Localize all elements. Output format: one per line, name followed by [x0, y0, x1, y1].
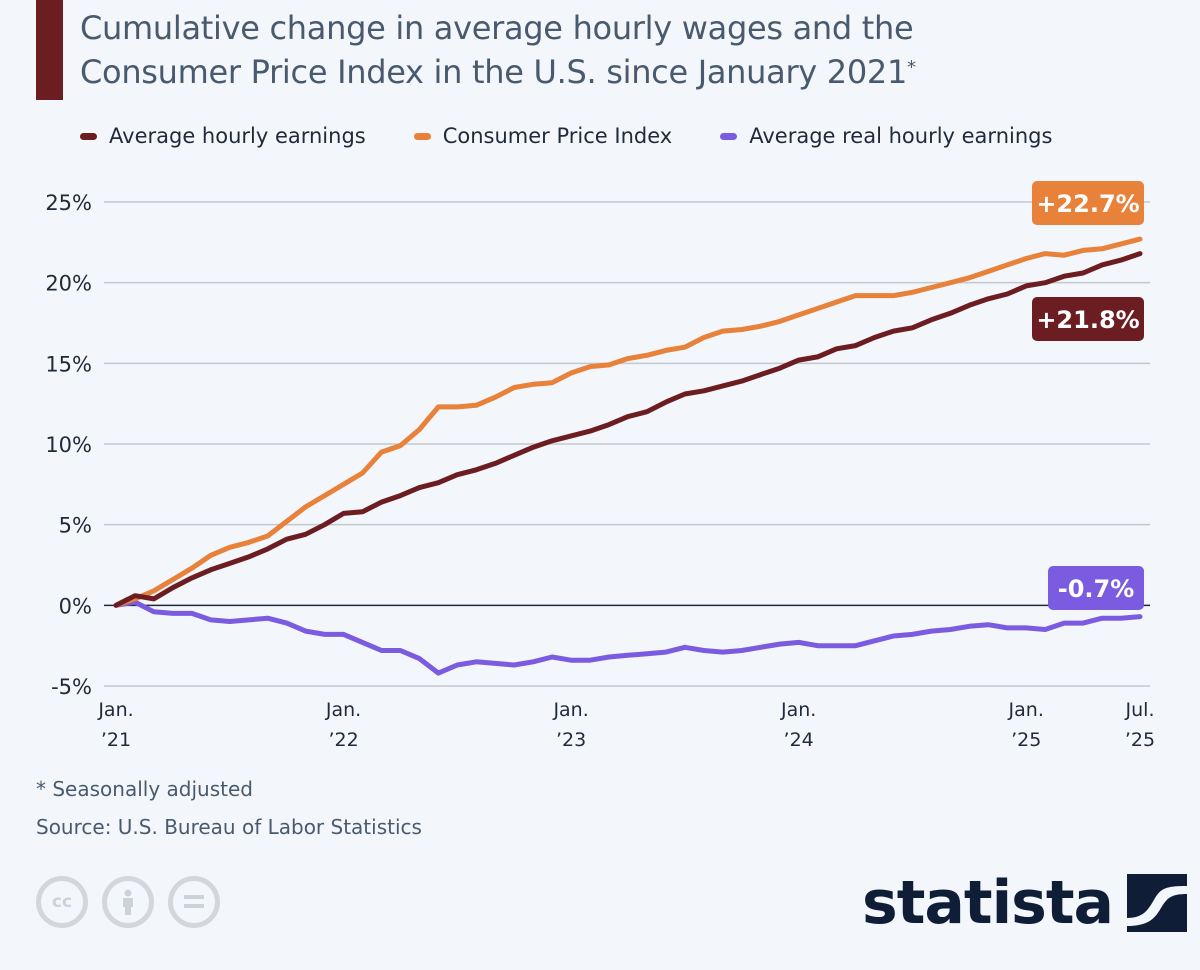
title-line-1: Cumulative change in average hourly wage… [80, 9, 914, 47]
badge-label: +22.7% [1036, 190, 1139, 218]
statista-logo[interactable]: statista [862, 868, 1188, 938]
x-tick-label: ’24 [784, 729, 814, 751]
x-tick-label: Jan. [325, 699, 361, 721]
badge-background [1048, 566, 1144, 610]
x-tick-label: Jan. [780, 699, 816, 721]
equals-icon [184, 895, 204, 908]
license-icons: cc [36, 876, 220, 928]
source-note: Source: U.S. Bureau of Labor Statistics [36, 815, 422, 839]
legend-swatch-average-real-hourly-earnings [720, 132, 738, 140]
cc-icon[interactable]: cc [36, 876, 88, 928]
end-value-badge: +22.7% [1032, 181, 1144, 225]
end-value-badges: +22.7% +21.8% -0.7% [1032, 181, 1144, 610]
x-tick-label: Jan. [97, 699, 133, 721]
gridlines [104, 201, 1150, 687]
person-icon [123, 889, 133, 915]
legend-item-consumer-price-index[interactable]: Consumer Price Index [413, 124, 673, 148]
y-tick-label: 5% [59, 514, 92, 538]
statista-logo-mark-icon [1127, 874, 1188, 932]
legend-label: Average hourly earnings [109, 124, 366, 148]
end-value-badge: -0.7% [1048, 566, 1144, 610]
chart-title: Cumulative change in average hourly wage… [80, 6, 1180, 94]
legend-item-average-real-hourly-earnings[interactable]: Average real hourly earnings [720, 124, 1052, 148]
footnotes: * Seasonally adjusted Source: U.S. Burea… [36, 770, 422, 846]
line-chart: 25% 20% 15% 10% 5% 0% -5% Jan. ’21 Jan. ’22 Jan. ’2… [45, 181, 1155, 751]
y-tick-label: 0% [59, 594, 92, 618]
y-tick-label: 25% [45, 191, 92, 215]
x-tick-label: Jan. [1008, 699, 1044, 721]
no-derivatives-icon[interactable] [168, 876, 220, 928]
badge-label: +21.8% [1036, 306, 1139, 334]
x-tick-label: ’22 [328, 729, 358, 751]
legend-label: Consumer Price Index [442, 124, 673, 148]
legend-label: Average real hourly earnings [749, 124, 1053, 148]
x-tick-label: ’25 [1011, 729, 1041, 751]
badge-background [1032, 181, 1144, 225]
legend-item-average-hourly-earnings[interactable]: Average hourly earnings [80, 124, 366, 148]
end-value-badge: +21.8% [1032, 297, 1144, 341]
y-tick-label: 15% [45, 352, 92, 376]
y-tick-label: -5% [51, 675, 92, 699]
badge-label: -0.7% [1058, 575, 1135, 603]
badge-background [1032, 297, 1144, 341]
series-line-consumer-price-index[interactable] [113, 236, 1143, 608]
y-axis-ticks: 25% 20% 15% 10% 5% 0% -5% [45, 191, 92, 699]
x-tick-label: ’25 [1125, 729, 1155, 751]
logo-wordmark: statista [862, 868, 1114, 938]
x-tick-label: Jan. [552, 699, 588, 721]
x-tick-label: ’23 [556, 729, 586, 751]
y-tick-label: 10% [45, 433, 92, 457]
attribution-icon[interactable] [102, 876, 154, 928]
x-tick-label: ’21 [101, 729, 131, 751]
x-axis-ticks: Jan. ’21 Jan. ’22 Jan. ’23 Jan. ’24 Jan. ’25 Jul. ’… [97, 699, 1155, 751]
footnote-seasonally-adjusted: * Seasonally adjusted [36, 777, 253, 801]
series-line-average-real-hourly-earnings[interactable] [113, 599, 1143, 676]
title-footnote-marker: * [907, 57, 916, 78]
legend-swatch-consumer-price-index [413, 132, 431, 140]
title-accent-bar [36, 0, 63, 100]
legend: Average hourly earnings Consumer Price I… [80, 124, 1100, 148]
series-line-average-hourly-earnings[interactable] [113, 251, 1143, 608]
series-lines [113, 236, 1143, 676]
title-line-2: Consumer Price Index in the U.S. since J… [80, 53, 908, 91]
x-tick-label: Jul. [1125, 699, 1155, 721]
y-tick-label: 20% [45, 272, 92, 296]
legend-swatch-average-hourly-earnings [80, 132, 97, 140]
